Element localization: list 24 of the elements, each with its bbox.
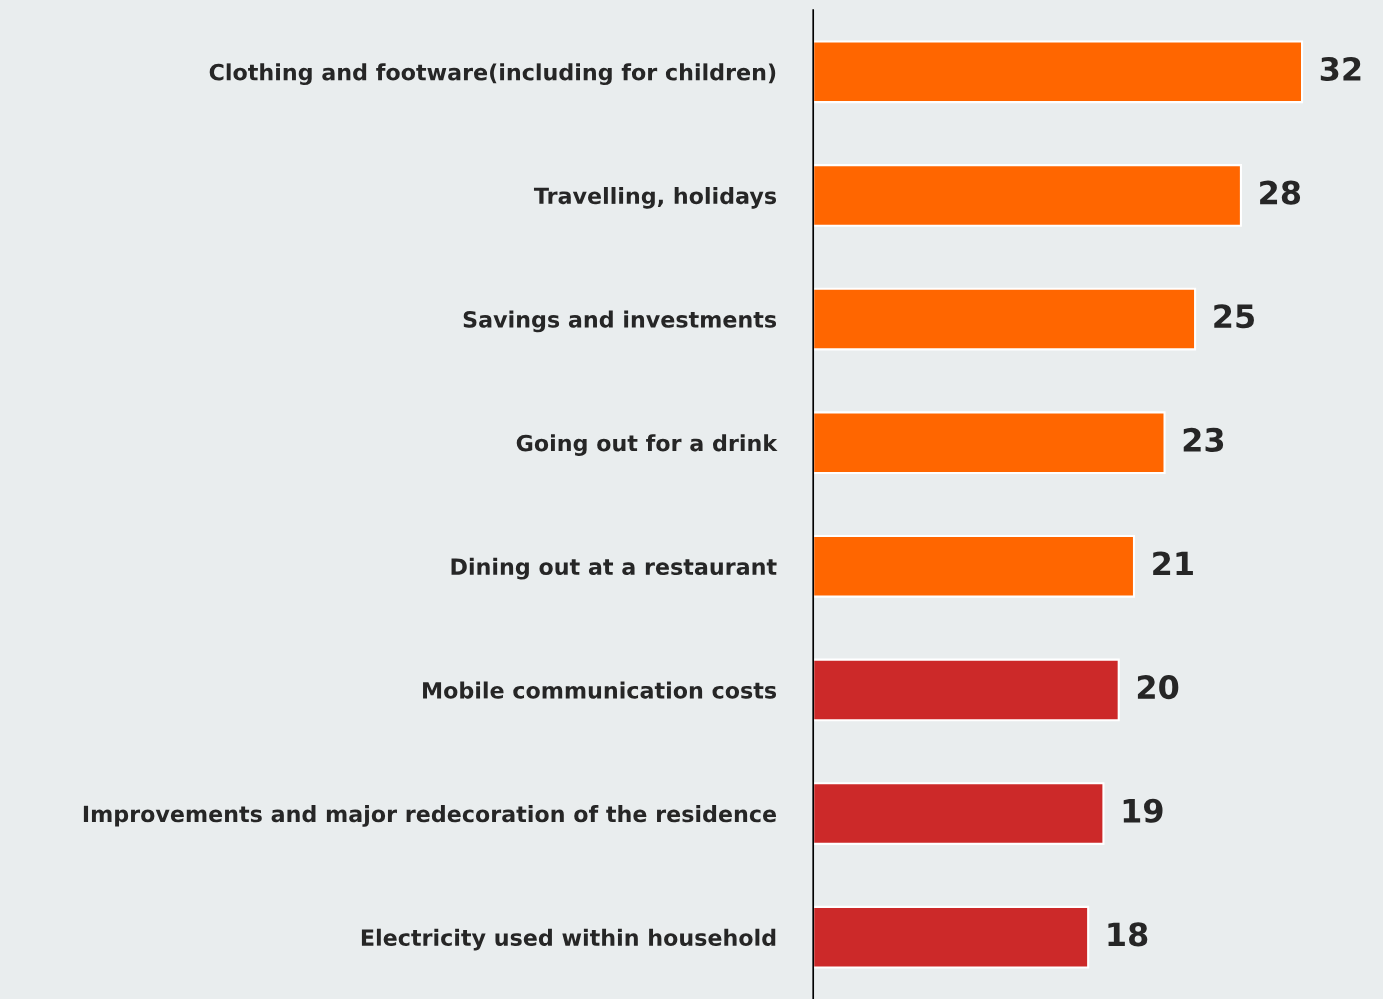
data-label: 28: [1260, 180, 1301, 205]
data-label: 21: [1153, 551, 1193, 576]
bar: [813, 40, 1304, 104]
data-label: 25: [1214, 304, 1254, 329]
data-label: 19: [1123, 798, 1163, 823]
y-tick-label: Savings and investments: [463, 310, 777, 333]
y-tick-label: Going out for a drink: [516, 434, 778, 456]
data-label: 18: [1108, 922, 1148, 947]
data-label: 20: [1137, 675, 1179, 700]
bar: [813, 164, 1242, 227]
y-tick-label: Dining out at a restaurant: [451, 557, 777, 580]
bar: [813, 905, 1090, 969]
y-tick-label: Clothing and footware(including for children): [209, 63, 776, 86]
y-tick-label: Mobile communication costs: [423, 681, 777, 699]
bar: [813, 782, 1105, 845]
y-tick-label: Travelling, holidays: [533, 186, 777, 209]
y-tick-label: Electricity used within household: [361, 928, 776, 951]
data-label: 23: [1183, 427, 1224, 452]
bar: [813, 658, 1120, 722]
bar: [813, 534, 1136, 598]
y-tick-label: Improvements and major redecoration of the residence: [83, 805, 777, 827]
bar: [813, 287, 1197, 351]
bar: [813, 411, 1166, 475]
data-label: 32: [1320, 56, 1361, 82]
